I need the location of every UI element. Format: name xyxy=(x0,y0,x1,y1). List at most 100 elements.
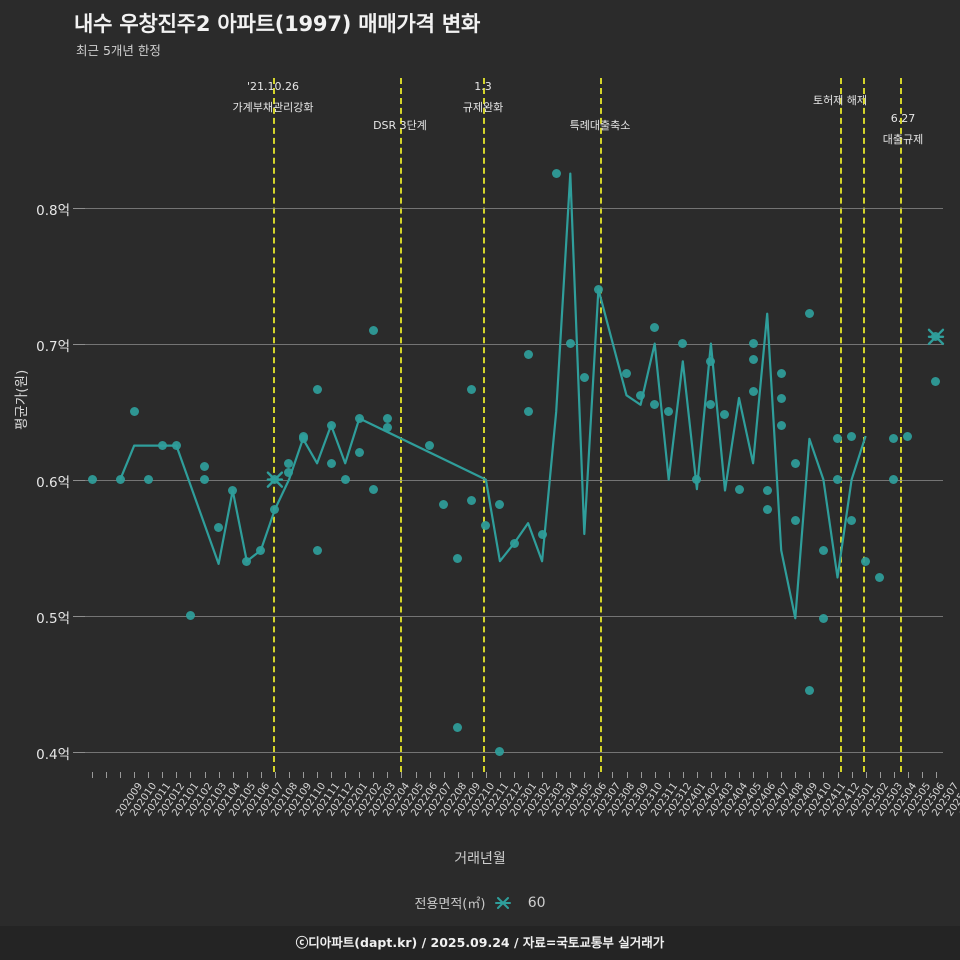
data-point[interactable] xyxy=(495,499,505,509)
data-point[interactable] xyxy=(200,461,210,471)
data-point[interactable] xyxy=(256,545,266,555)
data-point[interactable] xyxy=(467,495,477,505)
data-point[interactable] xyxy=(818,613,828,623)
data-point[interactable] xyxy=(523,349,533,359)
data-point[interactable] xyxy=(889,475,899,485)
legend-value: 60 xyxy=(527,894,546,911)
data-point[interactable] xyxy=(326,420,336,430)
data-point[interactable] xyxy=(565,339,575,349)
data-point[interactable] xyxy=(382,413,392,423)
data-point[interactable] xyxy=(354,447,364,457)
data-point[interactable] xyxy=(818,545,828,555)
data-point[interactable] xyxy=(636,390,646,400)
data-point[interactable] xyxy=(453,553,463,563)
data-point[interactable] xyxy=(523,407,533,417)
data-point[interactable] xyxy=(368,325,378,335)
event-marker-label: 가계부채관리강화 xyxy=(232,101,314,114)
data-point[interactable] xyxy=(495,747,505,757)
data-point[interactable] xyxy=(706,356,716,366)
data-point[interactable] xyxy=(284,468,294,478)
data-point[interactable] xyxy=(312,385,322,395)
data-point[interactable] xyxy=(664,407,674,417)
data-point[interactable] xyxy=(804,309,814,319)
data-point[interactable] xyxy=(734,484,744,494)
x-tick-mark xyxy=(485,772,487,778)
data-point[interactable] xyxy=(368,484,378,494)
data-point[interactable] xyxy=(692,475,702,485)
data-point[interactable] xyxy=(312,545,322,555)
data-point[interactable] xyxy=(425,441,435,451)
data-point[interactable] xyxy=(790,515,800,525)
data-point[interactable] xyxy=(340,475,350,485)
data-point[interactable] xyxy=(200,475,210,485)
data-point[interactable] xyxy=(214,522,224,532)
x-tick-mark xyxy=(274,772,276,778)
data-point[interactable] xyxy=(467,385,477,395)
data-point[interactable] xyxy=(326,458,336,468)
data-point[interactable] xyxy=(650,322,660,332)
data-point[interactable] xyxy=(847,515,857,525)
data-point[interactable] xyxy=(270,505,280,515)
event-marker-line xyxy=(483,78,485,772)
data-point[interactable] xyxy=(453,722,463,732)
data-point[interactable] xyxy=(284,458,294,468)
x-tick-mark xyxy=(724,772,726,778)
data-point[interactable] xyxy=(762,485,772,495)
data-point[interactable] xyxy=(509,539,519,549)
data-point[interactable] xyxy=(790,458,800,468)
data-point[interactable] xyxy=(298,434,308,444)
data-point[interactable] xyxy=(847,431,857,441)
data-point[interactable] xyxy=(270,475,280,485)
data-point[interactable] xyxy=(439,499,449,509)
data-point[interactable] xyxy=(115,475,125,485)
data-point[interactable] xyxy=(748,355,758,365)
data-point[interactable] xyxy=(776,420,786,430)
x-tick-mark xyxy=(584,772,586,778)
data-point[interactable] xyxy=(650,400,660,410)
x-tick-mark xyxy=(92,772,94,778)
data-point[interactable] xyxy=(678,339,688,349)
data-point[interactable] xyxy=(706,400,716,410)
event-marker-label: 1.3 xyxy=(474,80,492,93)
x-tick-mark xyxy=(640,772,642,778)
data-point[interactable] xyxy=(481,521,491,531)
data-point[interactable] xyxy=(748,386,758,396)
data-point[interactable] xyxy=(875,573,885,583)
data-point[interactable] xyxy=(185,611,195,621)
data-point[interactable] xyxy=(833,434,842,444)
x-tick-mark xyxy=(654,772,656,778)
data-point[interactable] xyxy=(720,409,730,419)
x-tick-mark xyxy=(739,772,741,778)
event-marker-label: 대출규제 xyxy=(882,133,924,146)
data-point[interactable] xyxy=(537,529,547,539)
data-point[interactable] xyxy=(762,505,772,515)
data-point[interactable] xyxy=(87,475,97,485)
data-point[interactable] xyxy=(593,284,603,294)
data-point[interactable] xyxy=(242,556,252,566)
legend-title: 전용면적(㎡) xyxy=(414,897,486,912)
data-point[interactable] xyxy=(748,339,758,349)
data-point[interactable] xyxy=(833,475,842,485)
data-point[interactable] xyxy=(861,556,871,566)
data-point[interactable] xyxy=(157,441,167,451)
y-tick-label: 0.6억 xyxy=(36,474,70,491)
data-point[interactable] xyxy=(354,413,364,423)
data-point[interactable] xyxy=(228,485,238,495)
data-point[interactable] xyxy=(143,475,153,485)
data-point[interactable] xyxy=(579,373,589,383)
data-point[interactable] xyxy=(931,377,941,387)
y-tick-label: 0.7억 xyxy=(36,338,70,355)
data-point[interactable] xyxy=(931,332,941,342)
data-point[interactable] xyxy=(889,434,899,444)
data-point[interactable] xyxy=(551,169,561,179)
data-point[interactable] xyxy=(804,685,814,695)
event-marker-label: 토허제 해제 xyxy=(812,94,868,107)
data-point[interactable] xyxy=(129,407,139,417)
data-point[interactable] xyxy=(382,423,392,433)
data-point[interactable] xyxy=(171,441,181,451)
data-point[interactable] xyxy=(776,369,786,379)
data-point[interactable] xyxy=(622,369,632,379)
data-point[interactable] xyxy=(903,431,913,441)
x-tick-mark xyxy=(570,772,572,778)
data-point[interactable] xyxy=(776,393,786,403)
